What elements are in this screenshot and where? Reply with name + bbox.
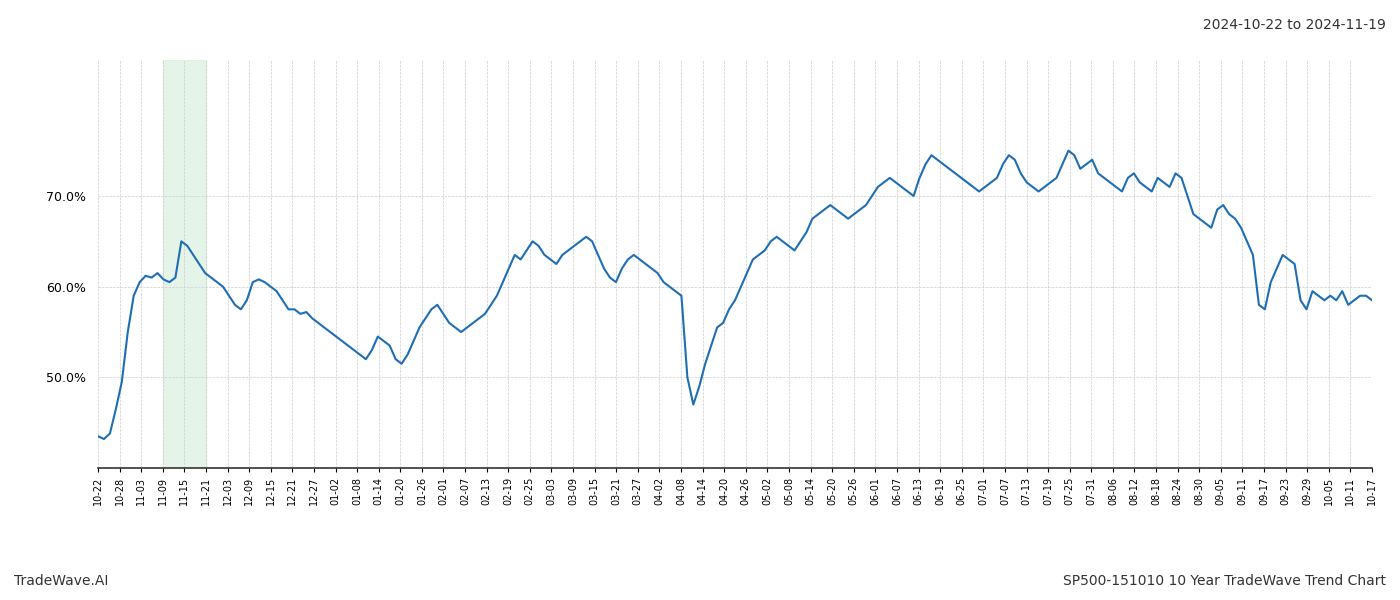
- Bar: [162, 60, 206, 468]
- Text: 2024-10-22 to 2024-11-19: 2024-10-22 to 2024-11-19: [1203, 18, 1386, 32]
- Text: SP500-151010 10 Year TradeWave Trend Chart: SP500-151010 10 Year TradeWave Trend Cha…: [1063, 574, 1386, 588]
- Text: TradeWave.AI: TradeWave.AI: [14, 574, 108, 588]
